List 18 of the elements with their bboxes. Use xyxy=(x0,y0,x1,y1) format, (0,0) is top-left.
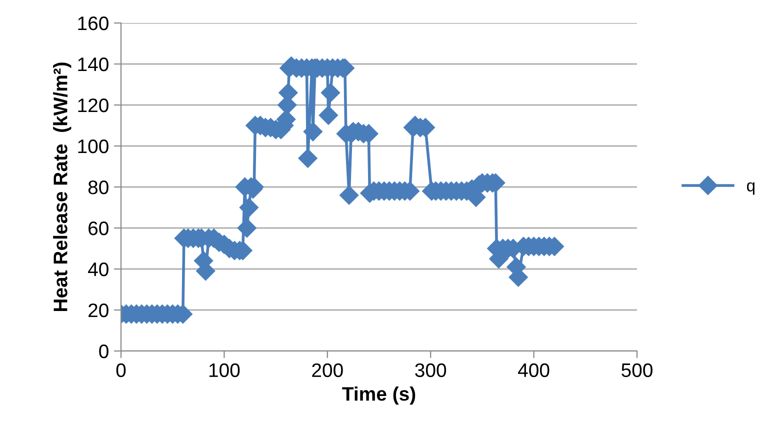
x-tick-label: 200 xyxy=(312,363,343,378)
y-tick-label: 0 xyxy=(99,344,108,358)
legend-label: q xyxy=(746,182,754,195)
y-tick-label: 80 xyxy=(88,180,108,194)
y-tick-label: 100 xyxy=(78,139,108,154)
x-axis-title: Time (s) xyxy=(342,386,416,405)
x-tick-label: 500 xyxy=(622,363,652,378)
y-tick-label: 120 xyxy=(78,98,108,112)
y-tick-label: 60 xyxy=(88,221,108,236)
y-tick-label: 40 xyxy=(88,262,108,276)
x-tick-label: 400 xyxy=(518,363,550,378)
y-tick-label: 20 xyxy=(88,303,108,318)
y-tick-label: 160 xyxy=(78,16,108,30)
x-tick-label: 100 xyxy=(209,363,240,378)
x-tick-label: 0 xyxy=(116,363,126,378)
y-axis-title: Heat Release Rate (kW/m²) xyxy=(53,62,72,312)
x-tick-label: 300 xyxy=(415,363,446,378)
y-tick-label: 140 xyxy=(78,57,108,72)
